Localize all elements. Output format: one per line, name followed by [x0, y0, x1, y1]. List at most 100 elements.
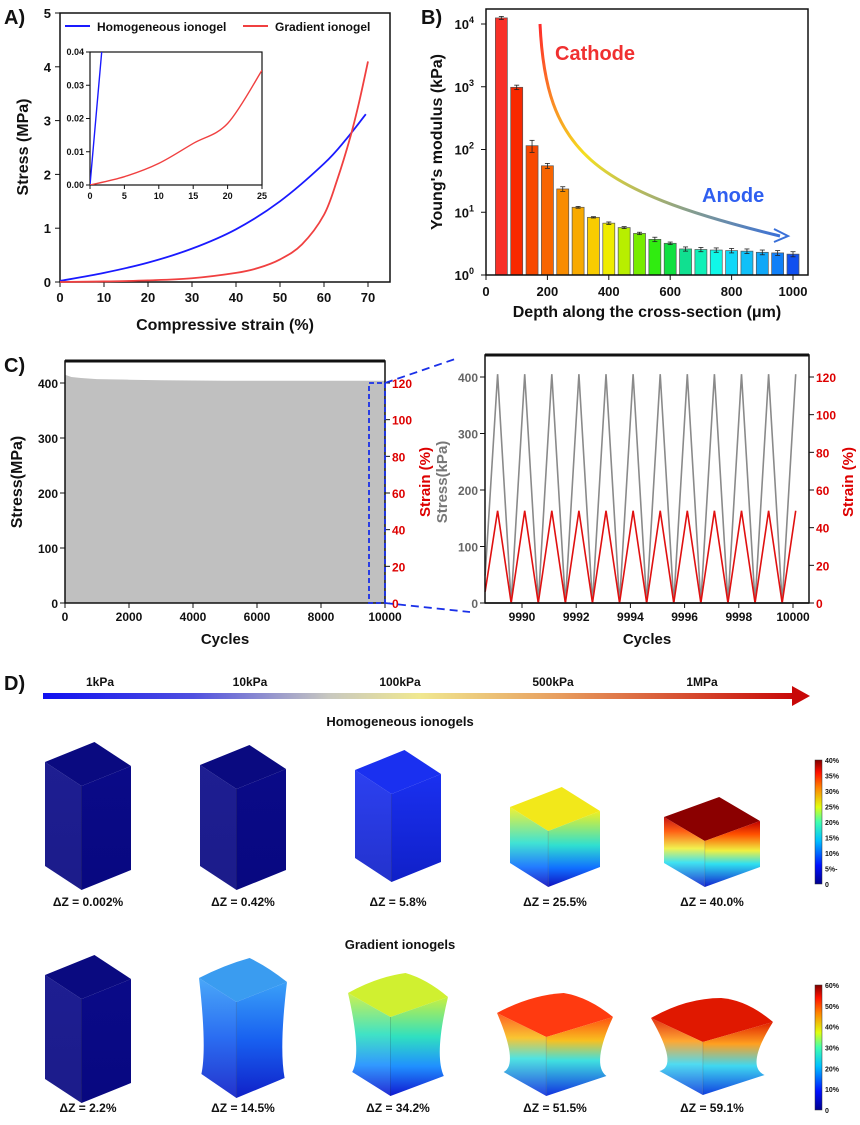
x-tick-label: 0: [56, 290, 63, 305]
x-tick-label: 200: [537, 284, 559, 299]
inset-x-tick-label: 0: [87, 191, 92, 201]
zoom-region-box: [368, 382, 386, 604]
cube-top-face: [497, 993, 613, 1037]
colorbar-label: 30%: [825, 1046, 840, 1053]
cube-top-face: [664, 797, 760, 841]
cube-left-face: [355, 770, 392, 882]
inset-y-tick-label: 0.04: [66, 47, 84, 57]
panel-label-c: C): [4, 355, 25, 377]
inset-x-tick-label: 20: [223, 191, 233, 201]
cube-left-face: [348, 993, 391, 1096]
stress-area: [65, 374, 385, 603]
homogeneous-cube: [45, 742, 131, 890]
inset-x-tick-label: 10: [154, 191, 164, 201]
x-tick-label: 0: [62, 610, 69, 624]
x-tick-label: 9990: [509, 610, 536, 624]
cube-right-face: [548, 811, 600, 887]
gradient-deformation-label: ΔZ = 51.5%: [523, 1101, 587, 1115]
series-line-gradient: [59, 61, 369, 283]
tick-exponent: 3: [469, 78, 474, 88]
inset-x-tick-label: 5: [122, 191, 127, 201]
y-tick-label: 103: [455, 78, 474, 95]
x-axis-label: Compressive strain (%): [136, 317, 314, 334]
cube-left-face: [510, 807, 549, 887]
homogeneous-title: Homogeneous ionogels: [326, 714, 473, 729]
tick-base: 10: [455, 268, 469, 283]
x-axis-label: Depth along the cross-section (μm): [513, 304, 781, 321]
cube-top-face: [199, 958, 287, 1002]
colorbar-label: 30%: [825, 789, 840, 796]
series-line-homogeneous: [59, 113, 367, 282]
y2-tick-label: 0: [392, 597, 399, 611]
panel-label-b: B): [421, 7, 442, 29]
homogeneous-cube: [200, 745, 286, 890]
colorbar-label: 35%: [825, 774, 840, 781]
colorbar-label: 20%: [825, 820, 840, 827]
right-plot: [484, 374, 809, 604]
cube-right-face: [236, 982, 287, 1098]
y-tick-label: 100: [455, 266, 474, 283]
bar: [541, 165, 554, 276]
bar: [587, 216, 600, 276]
bar: [709, 249, 723, 276]
gradient-deformation-label: ΔZ = 2.2%: [60, 1101, 117, 1115]
x-tick-label: 10000: [368, 610, 402, 624]
y2-tick-label: 120: [816, 371, 836, 385]
gradient-deformation-label: ΔZ = 14.5%: [211, 1101, 275, 1115]
annotation-cathode: Cathode: [555, 43, 635, 65]
trend-arrow: [538, 23, 781, 238]
y-tick-label: 300: [38, 432, 58, 446]
panel-label-d: D): [4, 673, 25, 695]
colorbar-label: 40%: [825, 1025, 840, 1032]
y-tick-label: 2: [44, 167, 51, 182]
y-tick-label: 1: [44, 221, 51, 236]
x-tick-label: 40: [229, 290, 243, 305]
bar: [571, 206, 585, 276]
x-tick-label: 4000: [180, 610, 207, 624]
gradient-cube: [199, 958, 287, 1098]
tick-base: 10: [455, 80, 469, 95]
y-tick-label: 100: [458, 541, 478, 555]
inset-x-tick-label: 15: [188, 191, 198, 201]
cube-edge: [545, 1037, 547, 1096]
bar: [786, 253, 800, 276]
cube-edge: [391, 794, 393, 882]
y2-tick-label: 20: [392, 560, 406, 574]
inset-line: [90, 69, 262, 185]
x-tick-label: 10: [97, 290, 111, 305]
gradient-cube: [45, 955, 131, 1103]
scale-label: 1kPa: [86, 675, 114, 689]
cube-left-face: [45, 762, 82, 890]
y-axis-label: Stress(MPa): [9, 436, 26, 528]
cube-top-face: [651, 998, 773, 1042]
legend-label: Homogeneous ionogel: [97, 20, 226, 34]
cube-edge: [702, 1042, 704, 1095]
y-tick-label: 102: [455, 141, 474, 158]
x-tick-label: 10000: [776, 610, 810, 624]
bar: [495, 17, 508, 276]
x-tick-label: 9998: [725, 610, 752, 624]
cube-right-face: [236, 769, 286, 890]
homogeneous-cube: [510, 787, 600, 887]
cube-edge: [704, 841, 706, 887]
cube-left-face: [199, 978, 237, 1098]
tick-exponent: 2: [469, 141, 474, 151]
x-tick-label: 9996: [671, 610, 698, 624]
x-tick-label: 6000: [244, 610, 271, 624]
panel-c: C)0 2000 4000 6000 8000 100000100200300400020…: [4, 353, 857, 648]
cube-top-face: [45, 955, 131, 999]
y2-tick-label: 40: [816, 522, 830, 536]
scale-label: 100kPa: [379, 675, 421, 689]
x-tick-label: 70: [361, 290, 375, 305]
y2-axis-label: Strain (%): [417, 447, 434, 517]
homogeneous-deformation-label: ΔZ = 25.5%: [523, 895, 587, 909]
gradient-title: Gradient ionogels: [345, 937, 456, 952]
y2-tick-label: 60: [392, 487, 406, 501]
x-tick-label: 30: [185, 290, 199, 305]
bar: [633, 233, 646, 276]
y-tick-label: 100: [38, 542, 58, 556]
bar: [663, 242, 677, 276]
cube-top-face: [45, 742, 131, 786]
